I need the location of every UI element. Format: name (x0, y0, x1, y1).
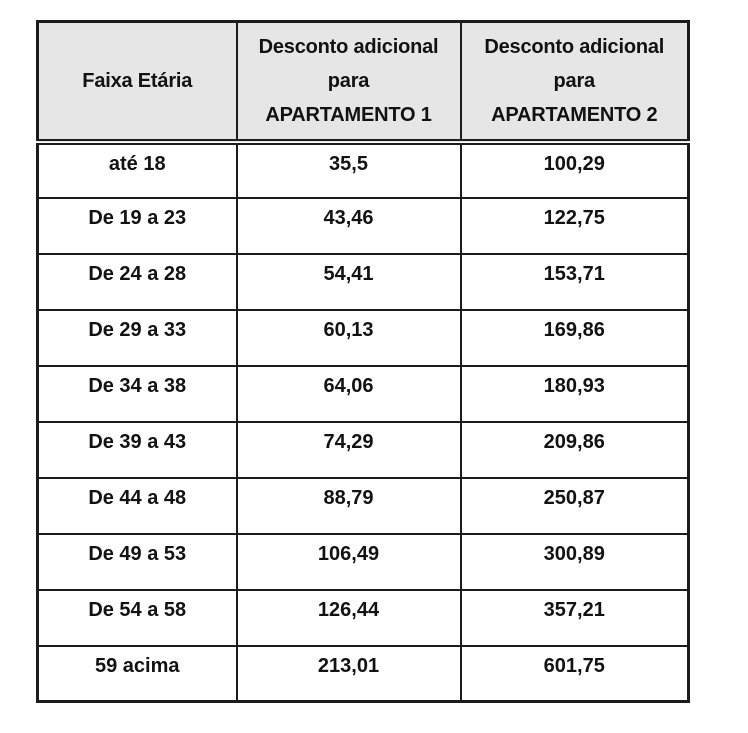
table-row: 59 acima 213,01 601,75 (36, 644, 690, 703)
cell-ap1: 126,44 (235, 588, 462, 647)
cell-faixa: De 39 a 43 (36, 420, 238, 479)
desconto-table: Faixa Etária Desconto adicional para APA… (36, 20, 690, 703)
cell-ap1: 60,13 (235, 308, 462, 367)
cell-ap1: 88,79 (235, 476, 462, 535)
cell-ap2: 122,75 (459, 196, 690, 255)
header-desconto-apartamento-1: Desconto adicional para APARTAMENTO 1 (235, 20, 462, 145)
cell-ap1: 106,49 (235, 532, 462, 591)
cell-ap2: 300,89 (459, 532, 690, 591)
table-row: De 34 a 38 64,06 180,93 (36, 364, 690, 423)
cell-faixa: De 19 a 23 (36, 196, 238, 255)
cell-faixa: De 49 a 53 (36, 532, 238, 591)
table-row: De 39 a 43 74,29 209,86 (36, 420, 690, 479)
cell-faixa: De 24 a 28 (36, 252, 238, 311)
cell-ap1: 213,01 (235, 644, 462, 703)
cell-ap2: 209,86 (459, 420, 690, 479)
cell-ap2: 357,21 (459, 588, 690, 647)
table-row: De 54 a 58 126,44 357,21 (36, 588, 690, 647)
cell-faixa: 59 acima (36, 644, 238, 703)
table-row: De 49 a 53 106,49 300,89 (36, 532, 690, 591)
header-desconto-apartamento-2: Desconto adicional para APARTAMENTO 2 (459, 20, 690, 145)
table-row: De 24 a 28 54,41 153,71 (36, 252, 690, 311)
cell-ap1: 74,29 (235, 420, 462, 479)
cell-ap1: 64,06 (235, 364, 462, 423)
table-row: até 18 35,5 100,29 (36, 140, 690, 199)
header-faixa-etaria: Faixa Etária (36, 20, 238, 145)
cell-ap2: 169,86 (459, 308, 690, 367)
cell-ap2: 250,87 (459, 476, 690, 535)
header-row: Faixa Etária Desconto adicional para APA… (36, 20, 690, 145)
cell-faixa: até 18 (36, 140, 238, 199)
cell-ap2: 100,29 (459, 140, 690, 199)
cell-ap2: 180,93 (459, 364, 690, 423)
cell-ap2: 153,71 (459, 252, 690, 311)
cell-faixa: De 29 a 33 (36, 308, 238, 367)
cell-ap2: 601,75 (459, 644, 690, 703)
table-row: De 29 a 33 60,13 169,86 (36, 308, 690, 367)
table-row: De 19 a 23 43,46 122,75 (36, 196, 690, 255)
cell-faixa: De 54 a 58 (36, 588, 238, 647)
cell-faixa: De 34 a 38 (36, 364, 238, 423)
cell-ap1: 54,41 (235, 252, 462, 311)
cell-faixa: De 44 a 48 (36, 476, 238, 535)
table-row: De 44 a 48 88,79 250,87 (36, 476, 690, 535)
cell-ap1: 35,5 (235, 140, 462, 199)
cell-ap1: 43,46 (235, 196, 462, 255)
